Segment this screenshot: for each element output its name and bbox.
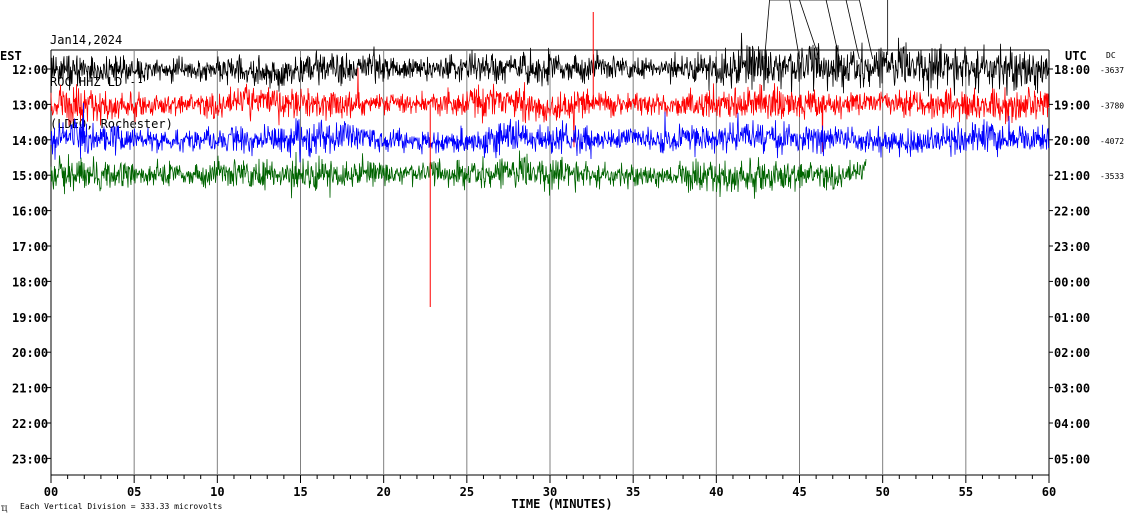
- x-tick-label: 05: [127, 485, 141, 499]
- seismic-traces: [50, 0, 1050, 307]
- dc-value: -3780: [1100, 101, 1124, 110]
- x-tick-label: 45: [792, 485, 806, 499]
- utc-time-label: 04:00: [1054, 417, 1090, 431]
- utc-time-label: 01:00: [1054, 311, 1090, 325]
- seismic-trace-3: [50, 150, 867, 199]
- utc-time-label: 05:00: [1054, 452, 1090, 466]
- x-tick-label: 00: [44, 485, 58, 499]
- est-time-label: 17:00: [12, 240, 48, 254]
- est-time-label: 18:00: [12, 275, 48, 289]
- corner-mark: Ҵ: [1, 504, 8, 513]
- dc-value: -3637: [1100, 66, 1124, 75]
- x-tick-label: 50: [875, 485, 889, 499]
- utc-unit-label: UTC: [1065, 49, 1087, 63]
- est-time-label: 21:00: [12, 382, 48, 396]
- est-time-label: 12:00: [12, 63, 48, 77]
- est-time-label: 23:00: [12, 452, 48, 466]
- utc-time-label: 20:00: [1054, 134, 1090, 148]
- event-excursion-line: [845, 0, 860, 60]
- x-tick-label: 10: [210, 485, 224, 499]
- est-time-label: 13:00: [12, 98, 48, 112]
- est-time-label: 16:00: [12, 205, 48, 219]
- x-tick-label: 30: [543, 485, 557, 499]
- grid-lines: [47, 49, 1053, 483]
- event-excursion-line: [825, 0, 840, 60]
- utc-time-label: 03:00: [1054, 382, 1090, 396]
- utc-time-label: 22:00: [1054, 205, 1090, 219]
- dc-label: DC: [1106, 51, 1116, 60]
- axis-labels: EST UTC DC TIME (MINUTES) Each Vertical …: [0, 49, 1124, 513]
- seismic-trace-0: [50, 32, 1050, 97]
- est-time-label: 20:00: [12, 346, 48, 360]
- est-time-label: 15:00: [12, 169, 48, 183]
- x-tick-label: 25: [460, 485, 474, 499]
- utc-time-label: 21:00: [1054, 169, 1090, 183]
- utc-time-label: 02:00: [1054, 346, 1090, 360]
- x-tick-label: 20: [376, 485, 390, 499]
- dc-value: -3533: [1100, 172, 1124, 181]
- event-excursion-line: [764, 0, 770, 60]
- x-tick-label: 35: [626, 485, 640, 499]
- scale-note: Each Vertical Division = 333.33 microvol…: [20, 502, 222, 511]
- x-tick-label: 60: [1042, 485, 1056, 499]
- header-station: ROC HHZ LD --: [50, 75, 144, 89]
- est-time-label: 22:00: [12, 417, 48, 431]
- seismic-trace-2: [50, 102, 1050, 163]
- event-excursion-line: [789, 0, 800, 60]
- utc-time-label: 19:00: [1054, 98, 1090, 112]
- event-excursion-line: [799, 0, 820, 60]
- x-axis-title: TIME (MINUTES): [511, 497, 612, 511]
- utc-time-label: 23:00: [1054, 240, 1090, 254]
- dc-value: -4072: [1100, 137, 1124, 146]
- est-time-label: 14:00: [12, 134, 48, 148]
- x-tick-label: 55: [959, 485, 973, 499]
- utc-time-label: 18:00: [1054, 63, 1090, 77]
- event-excursion-line: [858, 0, 874, 60]
- utc-time-label: 00:00: [1054, 275, 1090, 289]
- seismic-trace-1: [50, 67, 1050, 153]
- x-tick-label: 40: [709, 485, 723, 499]
- est-unit-label: EST: [0, 49, 22, 63]
- header-date: Jan14,2024: [50, 33, 123, 47]
- est-time-label: 19:00: [12, 311, 48, 325]
- x-tick-label: 15: [293, 485, 307, 499]
